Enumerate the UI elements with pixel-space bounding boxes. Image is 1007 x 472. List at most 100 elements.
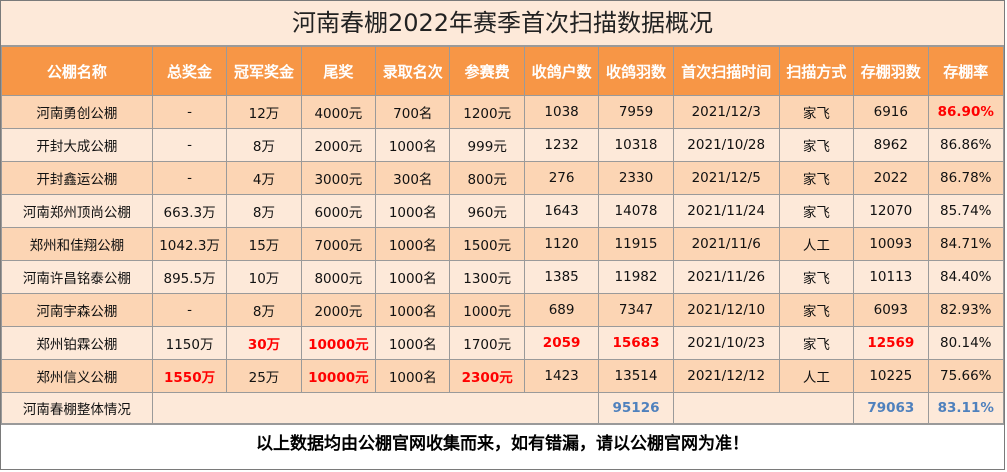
cell-places: 700名 xyxy=(375,95,451,129)
table-body: 河南勇创公棚 -12万 4000元 700名 1200元 1038 7959 2021/12/… xyxy=(1,95,1005,393)
summary-label: 河南春棚整体情况 xyxy=(1,392,153,424)
cell-birds: 13514 xyxy=(598,359,674,393)
cell-entry-fee: 1200元 xyxy=(449,95,525,129)
cell-scan-date: 2021/11/6 xyxy=(672,227,780,261)
cell-loft-name: 郑州铂霖公棚 xyxy=(1,326,153,360)
cell-places: 1000名 xyxy=(375,260,451,294)
header-row: 公棚名称 总奖金 冠军奖金 尾奖 录取名次 参赛费 收鸽户数 收鸽羽数 首次扫描… xyxy=(1,46,1005,96)
cell-tail-prize: 6000元 xyxy=(300,194,377,228)
cell-loft-name: 开封大成公棚 xyxy=(1,128,153,162)
cell-champion-prize: 4万 xyxy=(226,161,302,195)
cell-lofts: 1232 xyxy=(523,128,600,162)
cell-champion-prize: 25万 xyxy=(226,359,302,393)
cell-entry-fee: 960元 xyxy=(449,194,525,228)
cell-loft-name: 河南勇创公棚 xyxy=(1,95,153,129)
cell-lofts: 276 xyxy=(523,161,600,195)
cell-entry-fee: 1500元 xyxy=(449,227,525,261)
cell-scan-date: 2021/12/12 xyxy=(672,359,780,393)
cell-stored-birds: 6093 xyxy=(853,293,929,327)
cell-entry-fee: 800元 xyxy=(449,161,525,195)
cell-survival-rate: 80.14% xyxy=(927,326,1005,360)
cell-tail-prize: 10000元 xyxy=(300,359,377,393)
cell-total-prize: 1150万 xyxy=(151,326,228,360)
table-row: 河南许昌铭泰公棚 895.5万 10万 8000元 1000名 1300元 1385 1198… xyxy=(1,260,1005,294)
col-header-tail-prize: 尾奖 xyxy=(300,46,377,96)
cell-champion-prize: 12万 xyxy=(226,95,302,129)
cell-scan-method: 人工 xyxy=(778,359,855,393)
col-header-birds: 收鸽羽数 xyxy=(598,46,674,96)
cell-lofts: 1038 xyxy=(523,95,600,129)
cell-entry-fee: 1300元 xyxy=(449,260,525,294)
cell-stored-birds: 12070 xyxy=(853,194,929,228)
cell-total-prize: 663.3万 xyxy=(151,194,228,228)
summary-total-birds: 95126 xyxy=(598,392,674,424)
cell-total-prize: - xyxy=(151,95,228,129)
cell-scan-date: 2021/11/24 xyxy=(672,194,780,228)
cell-scan-method: 人工 xyxy=(778,227,855,261)
cell-total-prize: 1550万 xyxy=(151,359,228,393)
col-header-survival-rate: 存棚率 xyxy=(927,46,1005,96)
cell-scan-date: 2021/11/26 xyxy=(672,260,780,294)
cell-survival-rate: 84.71% xyxy=(927,227,1005,261)
cell-entry-fee: 999元 xyxy=(449,128,525,162)
col-header-stored-birds: 存棚羽数 xyxy=(853,46,929,96)
cell-tail-prize: 8000元 xyxy=(300,260,377,294)
cell-champion-prize: 30万 xyxy=(226,326,302,360)
cell-scan-method: 家飞 xyxy=(778,260,855,294)
cell-scan-date: 2021/12/5 xyxy=(672,161,780,195)
cell-scan-method: 家飞 xyxy=(778,95,855,129)
cell-tail-prize: 2000元 xyxy=(300,128,377,162)
cell-survival-rate: 86.86% xyxy=(927,128,1005,162)
col-header-places: 录取名次 xyxy=(375,46,451,96)
cell-birds: 14078 xyxy=(598,194,674,228)
cell-stored-birds: 6916 xyxy=(853,95,929,129)
cell-total-prize: 1042.3万 xyxy=(151,227,228,261)
summary-blank xyxy=(151,392,600,424)
cell-lofts: 689 xyxy=(523,293,600,327)
cell-total-prize: 895.5万 xyxy=(151,260,228,294)
cell-champion-prize: 15万 xyxy=(226,227,302,261)
disclaimer-footer: 以上数据均由公棚官网收集而来，如有错漏，请以公棚官网为准！ xyxy=(1,424,1004,463)
cell-lofts: 1120 xyxy=(523,227,600,261)
cell-scan-method: 家飞 xyxy=(778,128,855,162)
cell-places: 1000名 xyxy=(375,194,451,228)
cell-stored-birds: 2022 xyxy=(853,161,929,195)
cell-scan-method: 家飞 xyxy=(778,161,855,195)
col-header-lofts: 收鸽户数 xyxy=(523,46,600,96)
table-row: 郑州和佳翔公棚 1042.3万 15万 7000元 1000名 1500元 1120 1191… xyxy=(1,227,1005,261)
cell-places: 1000名 xyxy=(375,227,451,261)
cell-loft-name: 郑州和佳翔公棚 xyxy=(1,227,153,261)
cell-total-prize: - xyxy=(151,293,228,327)
cell-scan-method: 家飞 xyxy=(778,293,855,327)
cell-loft-name: 郑州信义公棚 xyxy=(1,359,153,393)
cell-birds: 15683 xyxy=(598,326,674,360)
cell-champion-prize: 8万 xyxy=(226,128,302,162)
cell-champion-prize: 8万 xyxy=(226,293,302,327)
cell-entry-fee: 2300元 xyxy=(449,359,525,393)
sheet-title: 河南春棚2022年赛季首次扫描数据概况 xyxy=(1,1,1004,46)
col-header-champion-prize: 冠军奖金 xyxy=(226,46,302,96)
stats-table: 公棚名称 总奖金 冠军奖金 尾奖 录取名次 参赛费 收鸽户数 收鸽羽数 首次扫描… xyxy=(1,46,1005,424)
cell-birds: 11915 xyxy=(598,227,674,261)
table-row: 河南勇创公棚 -12万 4000元 700名 1200元 1038 7959 2021/12/… xyxy=(1,95,1005,129)
cell-birds: 7959 xyxy=(598,95,674,129)
cell-birds: 7347 xyxy=(598,293,674,327)
cell-loft-name: 河南郑州顶尚公棚 xyxy=(1,194,153,228)
cell-scan-date: 2021/12/10 xyxy=(672,293,780,327)
cell-entry-fee: 1700元 xyxy=(449,326,525,360)
cell-scan-method: 家飞 xyxy=(778,326,855,360)
cell-stored-birds: 8962 xyxy=(853,128,929,162)
cell-lofts: 2059 xyxy=(523,326,600,360)
cell-lofts: 1385 xyxy=(523,260,600,294)
cell-champion-prize: 8万 xyxy=(226,194,302,228)
cell-lofts: 1643 xyxy=(523,194,600,228)
cell-tail-prize: 4000元 xyxy=(300,95,377,129)
cell-survival-rate: 86.78% xyxy=(927,161,1005,195)
cell-survival-rate: 86.90% xyxy=(927,95,1005,129)
col-header-name: 公棚名称 xyxy=(1,46,153,96)
cell-tail-prize: 10000元 xyxy=(300,326,377,360)
cell-places: 300名 xyxy=(375,161,451,195)
cell-loft-name: 开封鑫运公棚 xyxy=(1,161,153,195)
table-row: 开封鑫运公棚 -4万 3000元 300名 800元 276 2330 2021/12/5 家飞… xyxy=(1,161,1005,195)
cell-champion-prize: 10万 xyxy=(226,260,302,294)
